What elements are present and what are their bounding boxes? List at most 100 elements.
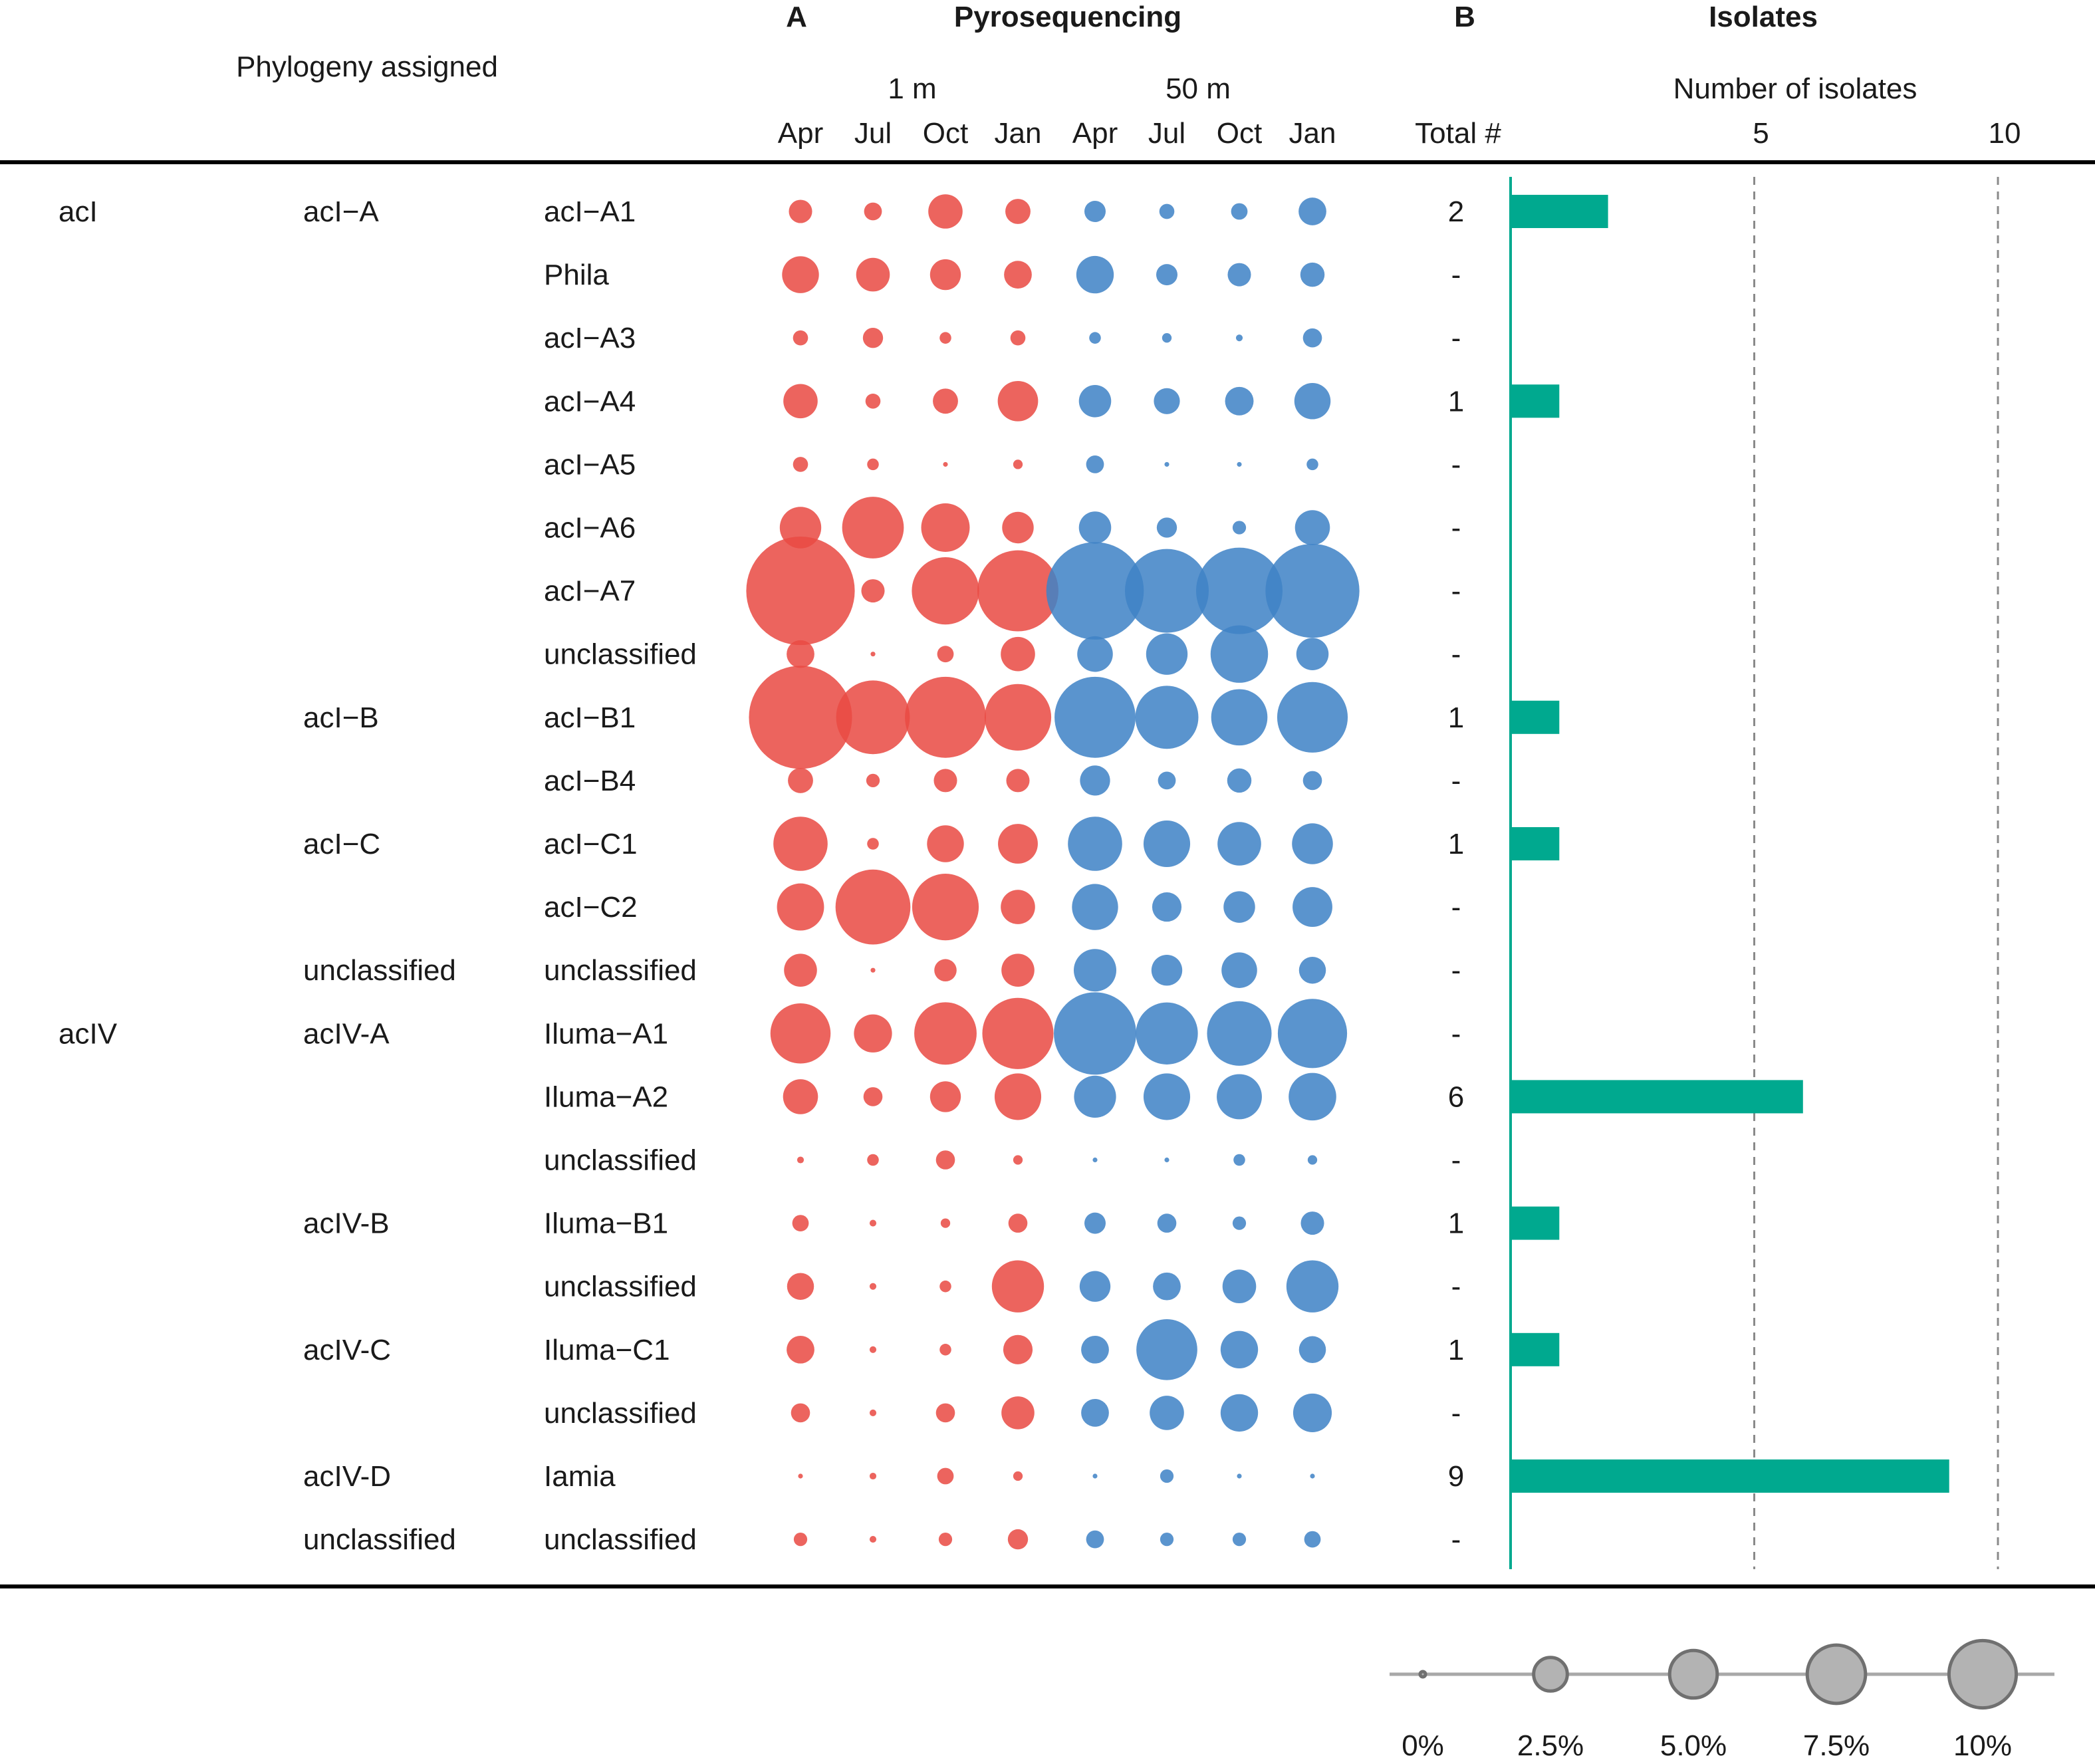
abundance-bubble [1232, 521, 1247, 535]
month-header: Oct [923, 117, 968, 150]
abundance-bubble [869, 1219, 877, 1227]
abundance-bubble [1084, 1212, 1106, 1234]
month-header: Apr [778, 117, 823, 150]
abundance-bubble [1153, 1272, 1181, 1301]
abundance-bubble [842, 497, 904, 559]
abundance-bubble [939, 1280, 951, 1293]
isolate-total: - [1451, 322, 1461, 354]
abundance-bubble [1217, 1074, 1262, 1120]
abundance-bubble [1304, 1531, 1321, 1548]
isolate-bar [1511, 827, 1560, 860]
month-header: Apr [1072, 117, 1118, 150]
abundance-bubble [1164, 1157, 1170, 1163]
abundance-bubble [1074, 1075, 1116, 1118]
tribe-label: acI−A1 [544, 195, 636, 228]
abundance-bubble [783, 384, 818, 419]
abundance-bubble [1135, 686, 1199, 749]
phylogeny-header: Phylogeny assigned [236, 51, 498, 83]
abundance-bubble [1013, 1155, 1023, 1165]
abundance-bubble [791, 1403, 810, 1423]
tribe-label: Iluma−A1 [544, 1017, 668, 1050]
abundance-bubble [1092, 1473, 1098, 1479]
abundance-bubble [1001, 890, 1035, 924]
abundance-bubble [1211, 689, 1268, 746]
month-header: Jul [1148, 117, 1185, 150]
abundance-bubble [1001, 953, 1035, 987]
abundance-bubble [1080, 765, 1110, 796]
tribe-label: acI−A7 [544, 575, 636, 608]
legend-size-label: 2.5% [1517, 1729, 1584, 1762]
tribe-label: acI−A6 [544, 512, 636, 545]
abundance-bubble [1231, 203, 1248, 220]
clade-label: acI−A [303, 195, 379, 228]
abundance-bubble [770, 1003, 831, 1064]
isolate-total: 6 [1448, 1080, 1464, 1113]
clade-label: acI−B [303, 701, 379, 734]
abundance-bubble [867, 1154, 879, 1166]
abundance-bubble [1237, 1473, 1242, 1479]
tribe-label: unclassified [544, 638, 697, 671]
clade-label: acIV-A [303, 1017, 390, 1050]
abundance-bubble [1156, 264, 1177, 286]
isolate-bar [1511, 384, 1560, 418]
abundance-bubble [777, 883, 824, 931]
abundance-bubble [1004, 261, 1032, 289]
abundance-bubble [940, 1218, 951, 1228]
isolate-bar [1511, 1206, 1560, 1240]
abundance-bubble [905, 676, 986, 758]
abundance-bubble [991, 1260, 1045, 1313]
tribe-label: Iluma−B1 [544, 1207, 668, 1240]
abundance-bubble [797, 1156, 804, 1164]
tribe-label: Iluma−C1 [544, 1334, 670, 1366]
abundance-bubble [937, 646, 954, 663]
abundance-bubble [1159, 203, 1175, 219]
legend-size-circle [1947, 1638, 2019, 1710]
abundance-bubble [1220, 1330, 1259, 1368]
abundance-bubble [1046, 542, 1144, 640]
abundance-bubble [867, 458, 879, 471]
abundance-bubble [1223, 891, 1255, 923]
month-header: Jan [995, 117, 1042, 150]
abundance-bubble [1136, 1002, 1198, 1065]
abundance-bubble [1298, 956, 1326, 984]
abundance-bubble [935, 1403, 955, 1423]
abundance-bubble [977, 550, 1058, 632]
abundance-bubble [869, 1283, 877, 1290]
isolate-total: - [1451, 259, 1461, 291]
abundance-bubble [928, 194, 963, 229]
tribe-label: acI−A4 [544, 385, 636, 418]
abundance-bubble [1010, 330, 1026, 346]
tribe-label: Iluma−A2 [544, 1080, 668, 1113]
isolate-bar [1511, 700, 1560, 734]
abundance-bubble [867, 838, 879, 850]
abundance-bubble [1300, 1211, 1324, 1235]
abundance-bubble [793, 330, 808, 346]
legend-size-circle [1418, 1670, 1427, 1679]
abundance-bubble [856, 257, 890, 292]
abundance-bubble [1210, 625, 1269, 683]
month-header: Jan [1289, 117, 1336, 150]
tribe-label: acI−C1 [544, 828, 638, 860]
abundance-bubble [864, 202, 882, 221]
abundance-bubble [939, 332, 951, 344]
isolate-total: 2 [1448, 195, 1464, 228]
isolates-tick-label: 10 [1989, 117, 2021, 150]
abundance-bubble [1265, 543, 1360, 638]
legend-size-label: 0% [1402, 1729, 1444, 1762]
isolate-total: 1 [1448, 385, 1464, 418]
abundance-bubble [1078, 385, 1112, 418]
abundance-bubble [933, 769, 957, 793]
isolate-total: - [1451, 1523, 1461, 1556]
abundance-bubble [1293, 1393, 1332, 1432]
panel-a-title: Pyrosequencing [954, 1, 1181, 33]
abundance-bubble [1277, 999, 1348, 1069]
abundance-bubble [1076, 255, 1114, 294]
abundance-bubble [1207, 1001, 1272, 1066]
legend-size-circle [1532, 1656, 1569, 1693]
isolate-total: - [1451, 1144, 1461, 1177]
abundance-bubble [836, 680, 910, 755]
isolate-total: - [1451, 1017, 1461, 1050]
isolates-axis-label: Number of isolates [1673, 72, 1917, 105]
abundance-bubble [934, 959, 957, 981]
isolate-total: - [1451, 448, 1461, 481]
